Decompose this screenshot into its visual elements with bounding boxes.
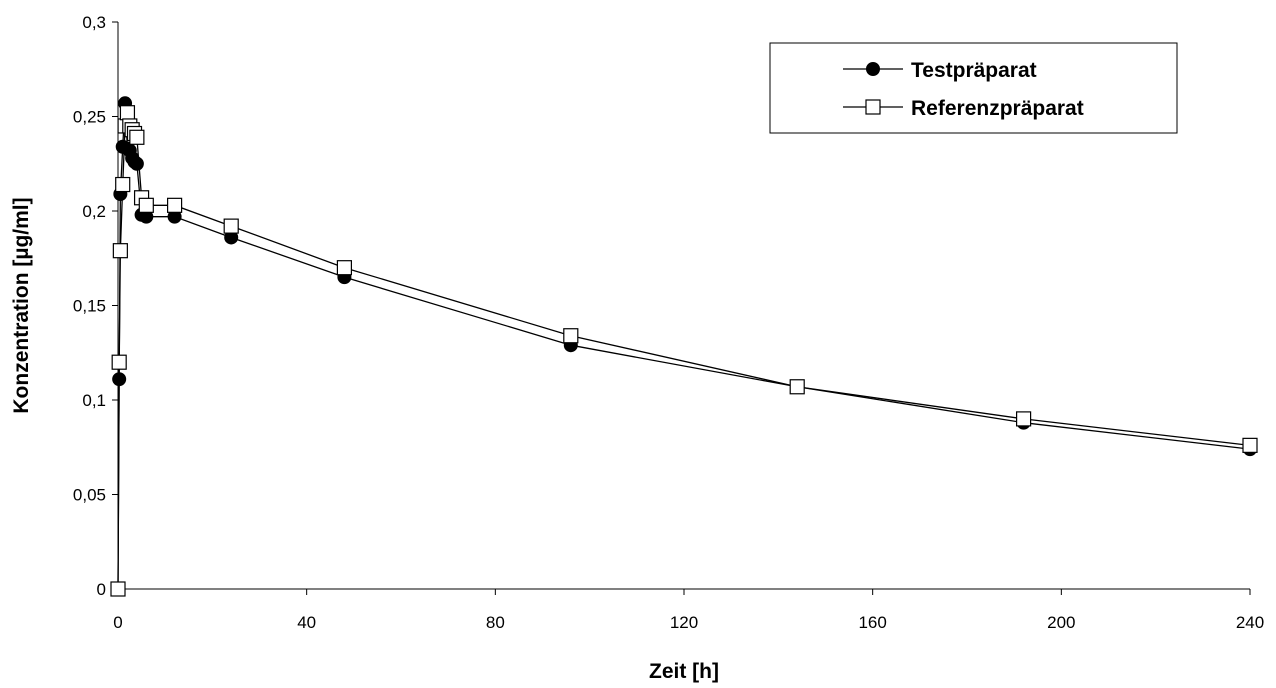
legend-label: Testpräparat: [911, 59, 1037, 82]
data-point: [1015, 411, 1032, 427]
x-tick-label: 40: [297, 613, 316, 632]
legend-item: Referenzpräparat: [843, 97, 1084, 120]
data-point: [789, 379, 805, 395]
x-tick-label: 240: [1236, 613, 1264, 632]
x-tick-label: 80: [486, 613, 505, 632]
data-point: [115, 176, 131, 193]
legend-items: Testpräparat Referenzpräparat: [843, 59, 1084, 120]
data-point: [1242, 437, 1258, 453]
data-point: [112, 372, 127, 387]
y-tick-label: 0,05: [73, 486, 106, 505]
legend-box: [769, 42, 1178, 134]
y-tick-label: 0,3: [82, 13, 106, 32]
legend-square-icon: [865, 99, 881, 115]
y-axis-ticks: 0 0,05 0,1 0,15 0,2 0,25 0,3: [73, 13, 118, 599]
data-point: [112, 243, 128, 259]
data-point: [110, 581, 126, 597]
x-tick-label: 160: [858, 613, 886, 632]
legend-circle-icon: [866, 62, 880, 76]
y-tick-label: 0,2: [82, 202, 106, 221]
x-tick-label: 200: [1047, 613, 1075, 632]
series-2-markers: [110, 105, 1258, 597]
data-point: [563, 328, 579, 344]
legend: Testpräparat Referenzpräparat: [769, 42, 1178, 134]
legend-label: Referenzpräparat: [911, 97, 1084, 120]
y-axis-label: Konzentration [µg/ml]: [10, 197, 33, 413]
series-layer: [110, 96, 1258, 597]
data-point: [129, 129, 145, 145]
data-point: [167, 197, 183, 213]
y-tick-label: 0,25: [73, 108, 106, 127]
data-point: [138, 197, 154, 213]
y-tick-label: 0,15: [73, 297, 106, 316]
legend-item: Testpräparat: [843, 59, 1037, 82]
data-point: [223, 218, 239, 234]
data-point: [119, 105, 136, 121]
x-axis-label: Zeit [h]: [649, 660, 719, 683]
data-point: [129, 156, 144, 171]
data-point: [111, 354, 127, 370]
x-tick-label: 120: [670, 613, 698, 632]
y-tick-label: 0,1: [82, 391, 106, 410]
data-point: [336, 260, 352, 276]
y-tick-label: 0: [97, 580, 106, 599]
x-tick-label: 0: [113, 613, 122, 632]
